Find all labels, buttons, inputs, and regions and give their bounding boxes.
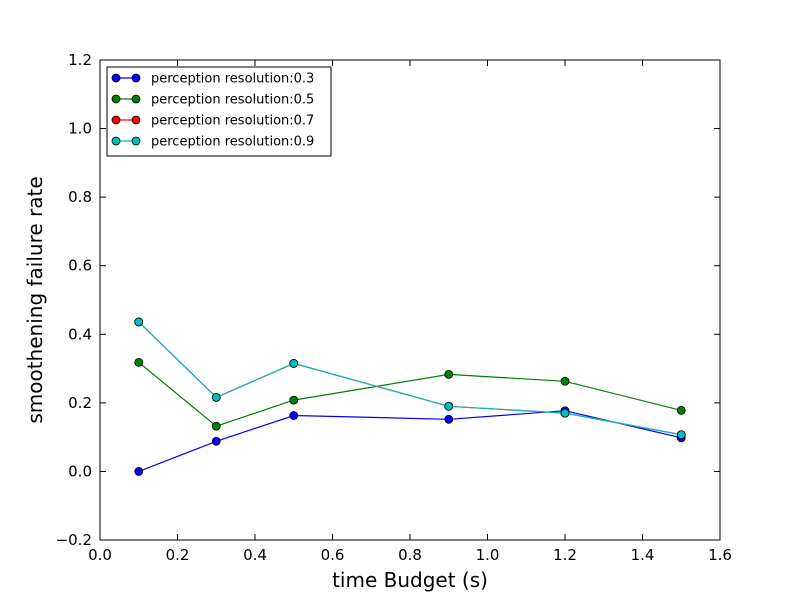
data-point xyxy=(211,392,221,402)
data-point xyxy=(444,369,454,379)
y-tick-label: 0.4 xyxy=(68,325,92,343)
x-tick-label: 1.6 xyxy=(708,546,732,564)
x-tick-label: 1.0 xyxy=(476,546,500,564)
legend-label: perception resolution:0.7 xyxy=(151,114,314,129)
x-tick-label: 0.6 xyxy=(321,546,345,564)
data-point xyxy=(211,421,221,431)
legend-marker xyxy=(111,136,121,146)
legend-label: perception resolution:0.5 xyxy=(151,93,314,108)
y-tick-label: −0.2 xyxy=(56,531,92,549)
data-point xyxy=(444,401,454,411)
y-tick-label: 0.0 xyxy=(68,462,92,480)
x-tick-label: 1.4 xyxy=(631,546,655,564)
legend-label: perception resolution:0.3 xyxy=(151,72,314,87)
data-point xyxy=(676,430,686,440)
y-tick-label: 1.0 xyxy=(68,120,92,138)
y-tick-label: 0.8 xyxy=(68,188,92,206)
x-tick-label: 0.4 xyxy=(243,546,267,564)
legend-marker xyxy=(131,115,141,125)
data-point xyxy=(289,411,299,420)
legend-entry: perception resolution:0.7 xyxy=(111,114,314,129)
legend-label: perception resolution:0.9 xyxy=(151,135,314,150)
series-line xyxy=(138,361,682,427)
legend-marker xyxy=(111,115,121,125)
legend-marker xyxy=(131,73,141,83)
series-0 xyxy=(134,406,686,476)
series-line xyxy=(138,410,682,472)
data-point xyxy=(289,395,299,405)
legend-marker xyxy=(111,73,121,83)
legend-entry: perception resolution:0.3 xyxy=(111,72,314,87)
y-axis-label: smoothening failure rate xyxy=(23,176,47,423)
legend-marker xyxy=(131,94,141,104)
series-layer xyxy=(134,317,686,476)
data-point xyxy=(134,317,144,327)
y-tick-label: 1.2 xyxy=(68,51,92,69)
series-1 xyxy=(134,357,686,431)
data-point xyxy=(211,436,221,446)
legend-box xyxy=(106,66,332,157)
x-tick-label: 1.2 xyxy=(553,546,577,564)
x-tick-label: 0.8 xyxy=(398,546,422,564)
y-tick-label: 0.2 xyxy=(68,394,92,412)
x-tick-label: 0.0 xyxy=(88,546,112,564)
data-point xyxy=(676,405,686,415)
data-point xyxy=(560,376,570,386)
series-line xyxy=(138,321,682,436)
x-axis-label: time Budget (s) xyxy=(332,568,488,592)
series-3 xyxy=(134,317,686,440)
data-point xyxy=(289,359,299,368)
data-point xyxy=(134,467,144,476)
y-tick-label: 0.6 xyxy=(68,257,92,275)
legend-entry: perception resolution:0.5 xyxy=(111,93,314,108)
x-tick-label: 0.2 xyxy=(166,546,190,564)
legend-marker xyxy=(131,136,141,146)
legend-entry: perception resolution:0.9 xyxy=(111,135,314,150)
data-point xyxy=(134,357,144,367)
legend: perception resolution:0.3 perception reso… xyxy=(106,66,332,157)
legend-marker xyxy=(111,94,121,104)
data-point xyxy=(444,414,454,424)
data-point xyxy=(560,408,570,418)
tick-layer: 0.0 0.2 0.4 0.6 0.8 1.0 1.2 1.4 1.6−0.20.00.20.4… xyxy=(56,51,732,564)
